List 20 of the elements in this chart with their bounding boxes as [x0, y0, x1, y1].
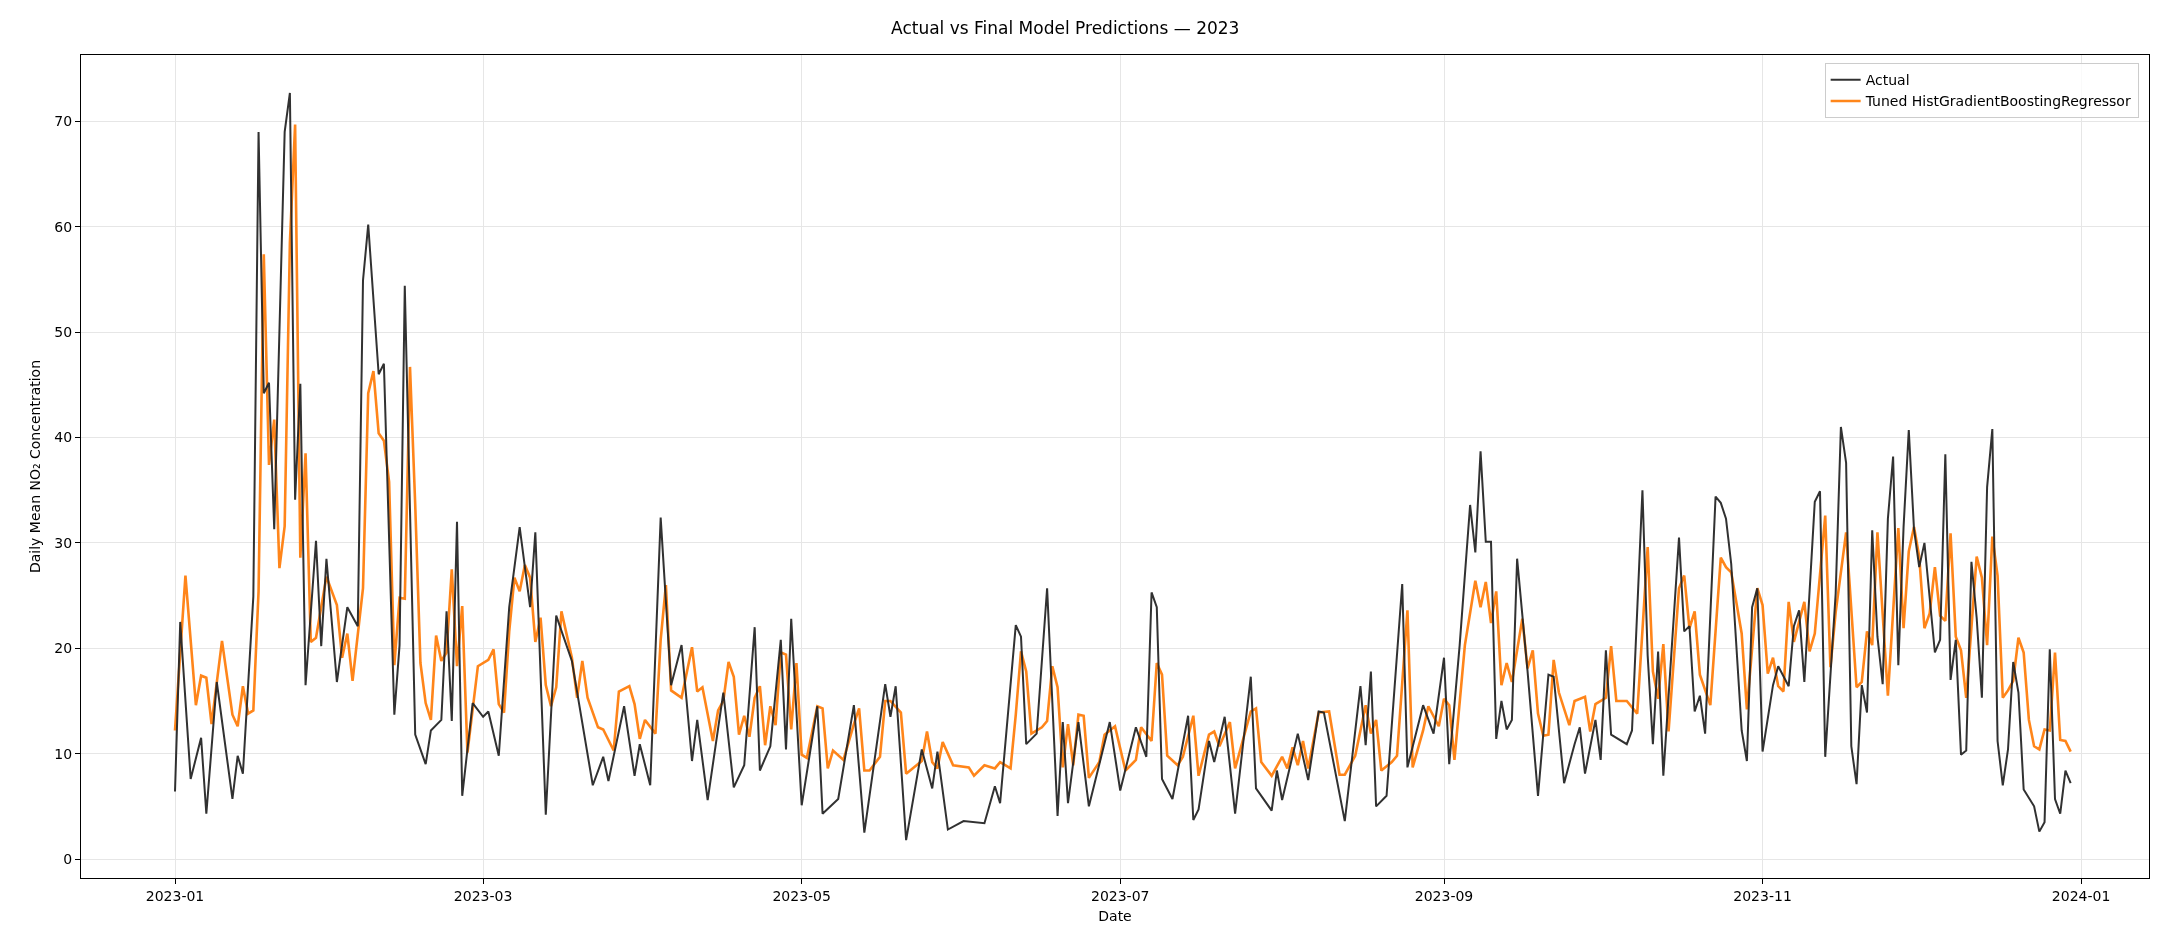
x-tick-label: 2023-09 [1414, 887, 1474, 904]
x-tick-label: 2023-03 [453, 887, 513, 904]
x-axis-title: Date [1098, 908, 1132, 925]
y-tick-label: 70 [54, 113, 73, 130]
x-tick-label: 2023-01 [145, 887, 205, 904]
x-tick-label: 2023-07 [1090, 887, 1150, 904]
legend-label: Tuned HistGradientBoostingRegressor [1864, 93, 2131, 110]
y-tick-label: 40 [54, 429, 73, 446]
y-tick-label: 10 [54, 745, 73, 762]
y-tick-label: 50 [54, 324, 73, 341]
x-tick-label: 2024-01 [2051, 887, 2111, 904]
x-tick-label: 2023-05 [772, 887, 831, 904]
chart-title: Actual vs Final Model Predictions — 2023 [891, 17, 1240, 38]
y-tick-label: 0 [63, 850, 73, 867]
y-tick-label: 30 [54, 534, 73, 551]
legend-label: Actual [1865, 72, 1910, 89]
x-tick-label: 2023-11 [1733, 887, 1792, 904]
y-tick-label: 20 [54, 640, 73, 657]
y-axis-title: Daily Mean NO₂ Concentration [26, 359, 43, 574]
y-tick-label: 60 [54, 218, 73, 235]
